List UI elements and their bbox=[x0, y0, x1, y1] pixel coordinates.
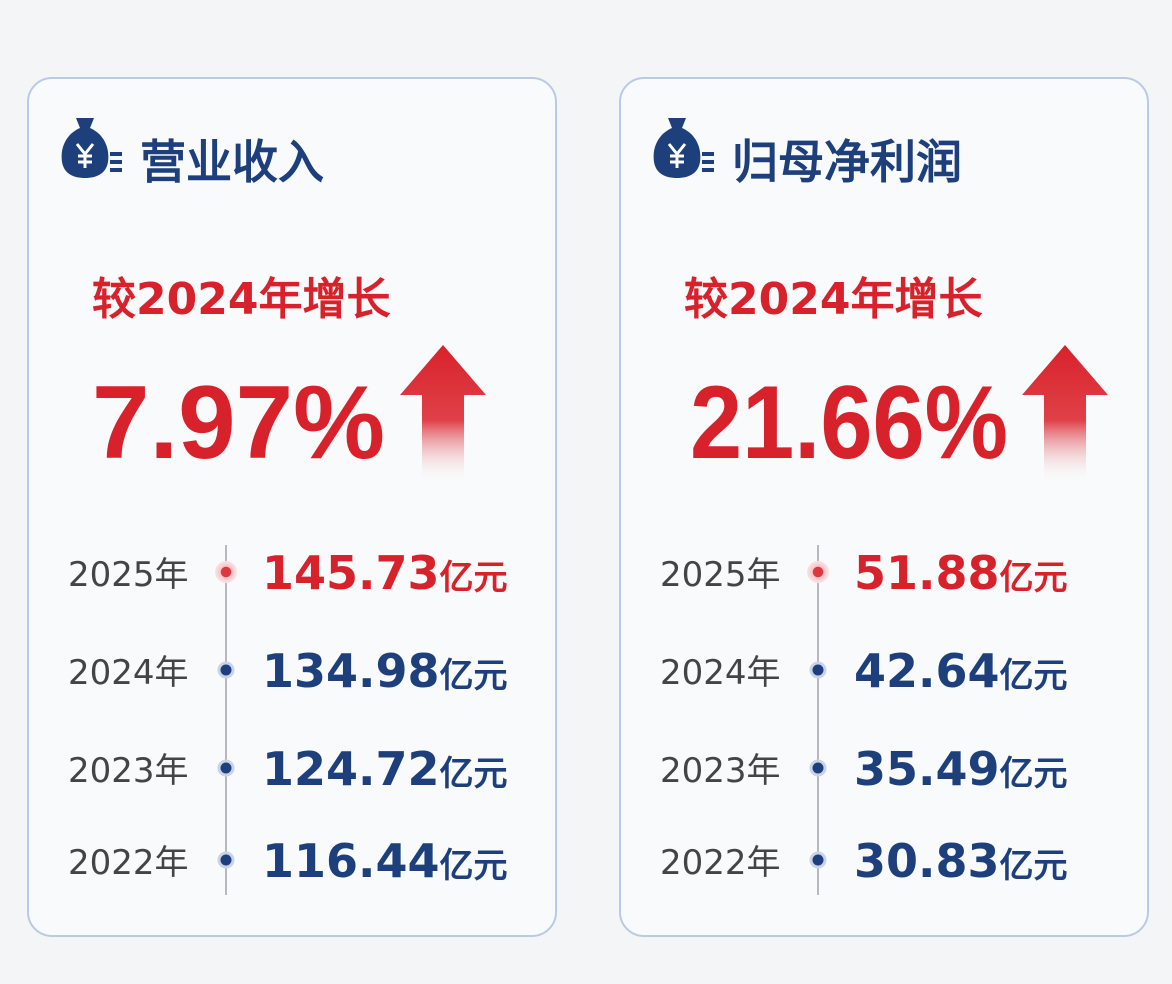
value-unit: 亿元 bbox=[1000, 656, 1068, 696]
value-number: 116.44 bbox=[262, 834, 440, 888]
card-title: 归母净利润 bbox=[732, 135, 962, 189]
money-icon bbox=[61, 118, 122, 178]
money-icon bbox=[653, 118, 714, 178]
value-text: 51.88亿元 bbox=[854, 546, 1068, 600]
icon-line bbox=[110, 168, 122, 172]
value-number: 145.73 bbox=[262, 546, 440, 600]
value-text: 35.49亿元 bbox=[854, 742, 1068, 796]
value-text: 30.83亿元 bbox=[854, 834, 1068, 888]
icon-line bbox=[110, 160, 122, 164]
year-label: 2024年 bbox=[660, 653, 781, 693]
year-label: 2023年 bbox=[660, 751, 781, 791]
value-number: 124.72 bbox=[262, 742, 440, 796]
value-text: 134.98亿元 bbox=[262, 644, 508, 698]
timeline-dot bbox=[217, 851, 235, 869]
year-label: 2022年 bbox=[660, 843, 781, 883]
timeline-dot bbox=[807, 561, 829, 583]
value-unit: 亿元 bbox=[1000, 846, 1068, 886]
icon-bag bbox=[61, 118, 109, 178]
value-number: 51.88 bbox=[854, 546, 1000, 600]
icon-line bbox=[702, 152, 714, 156]
value-unit: 亿元 bbox=[440, 558, 508, 598]
value-text: 42.64亿元 bbox=[854, 644, 1068, 698]
year-label: 2022年 bbox=[68, 843, 189, 883]
value-text: 116.44亿元 bbox=[262, 834, 508, 888]
value-unit: 亿元 bbox=[440, 754, 508, 794]
growth-label: 较2024年增长 bbox=[684, 274, 982, 325]
timeline-dot bbox=[809, 759, 827, 777]
card-title: 营业收入 bbox=[140, 135, 324, 189]
value-text: 145.73亿元 bbox=[262, 546, 508, 600]
value-unit: 亿元 bbox=[440, 846, 508, 886]
up-arrow bbox=[1022, 345, 1108, 482]
value-unit: 亿元 bbox=[440, 656, 508, 696]
icon-yen bbox=[667, 143, 687, 168]
value-unit: 亿元 bbox=[1000, 754, 1068, 794]
value-unit: 亿元 bbox=[1000, 558, 1068, 598]
timeline-dot bbox=[809, 661, 827, 679]
icon-bag bbox=[653, 118, 701, 178]
year-label: 2025年 bbox=[68, 555, 189, 595]
timeline-dot bbox=[809, 851, 827, 869]
growth-value: 7.97% bbox=[92, 365, 385, 481]
value-number: 30.83 bbox=[854, 834, 1000, 888]
icon-line bbox=[702, 160, 714, 164]
timeline-dot bbox=[215, 561, 237, 583]
timeline-dot bbox=[217, 759, 235, 777]
icon-line bbox=[702, 168, 714, 172]
growth-value: 21.66% bbox=[690, 365, 1008, 481]
value-number: 134.98 bbox=[262, 644, 440, 698]
icon-yen bbox=[75, 143, 95, 168]
growth-label: 较2024年增长 bbox=[92, 274, 390, 325]
value-text: 124.72亿元 bbox=[262, 742, 508, 796]
value-number: 42.64 bbox=[854, 644, 1000, 698]
year-label: 2025年 bbox=[660, 555, 781, 595]
card-frame bbox=[619, 77, 1149, 937]
icon-line bbox=[110, 152, 122, 156]
up-arrow bbox=[400, 345, 486, 482]
year-label: 2024年 bbox=[68, 653, 189, 693]
timeline-dot bbox=[217, 661, 235, 679]
card-frame bbox=[27, 77, 557, 937]
year-label: 2023年 bbox=[68, 751, 189, 791]
value-number: 35.49 bbox=[854, 742, 1000, 796]
